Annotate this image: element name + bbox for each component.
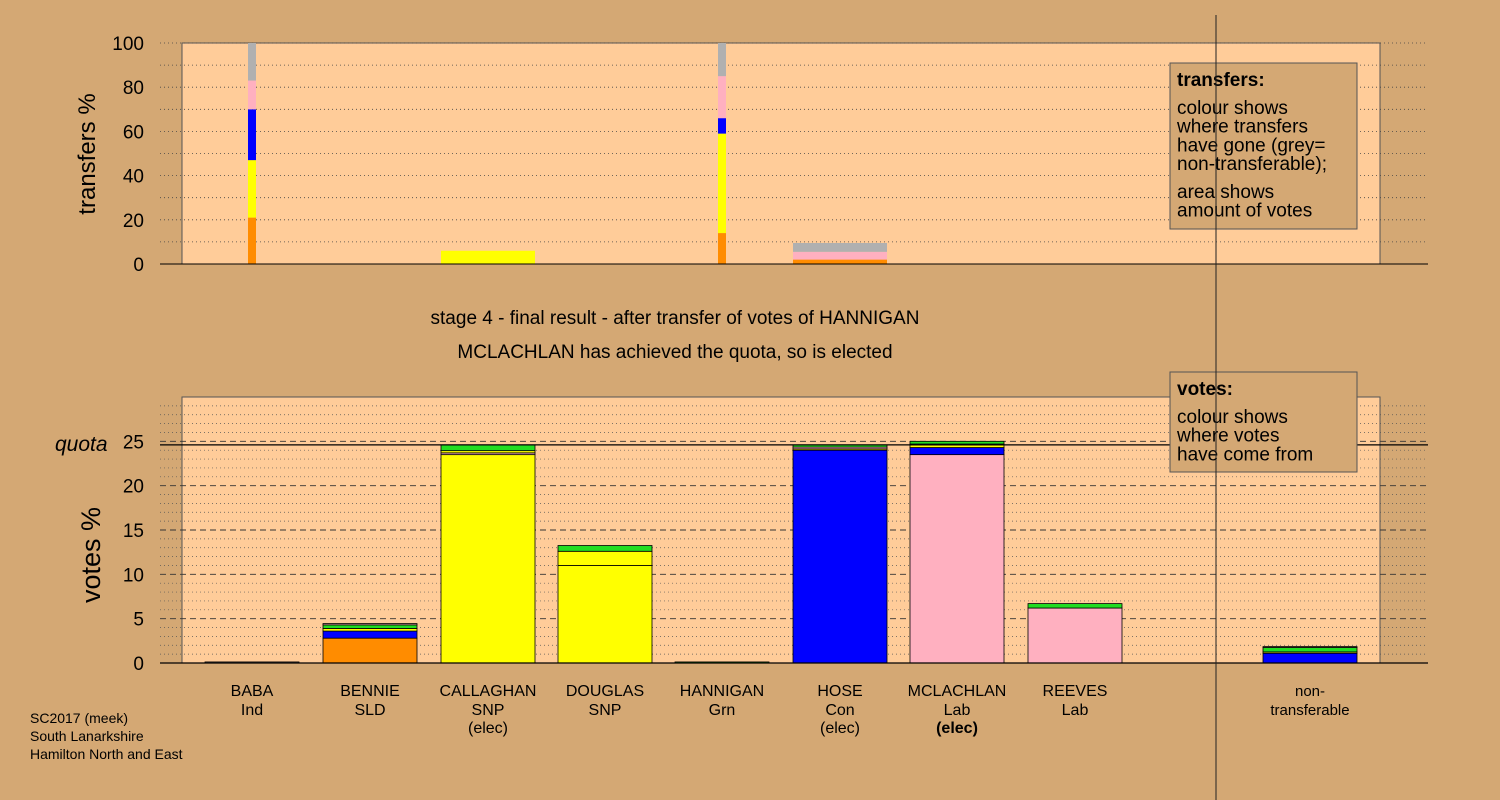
transfer-segment-baba-snp: [248, 160, 256, 218]
transfers-tick-label: 20: [123, 211, 144, 232]
transfer-segment-baba-sld: [248, 217, 256, 264]
candidate-name: MCLACHLAN: [908, 683, 1007, 700]
votes-tick-label: 15: [123, 521, 144, 542]
vote-segment-bennie-sld: [322, 637, 418, 664]
footer-line: South Lanarkshire: [30, 728, 144, 744]
candidate-name: BABA: [231, 683, 274, 700]
vote-segment-hose-con: [792, 449, 888, 664]
transfers-legend-line: non-transferable);: [1177, 154, 1327, 175]
candidate-party: Lab: [1062, 702, 1089, 719]
transfers-legend-line: have gone (grey=: [1177, 135, 1325, 156]
candidate-elected: (elec): [820, 720, 860, 737]
votes-tick-label: 20: [123, 477, 144, 498]
candidate-name: DOUGLAS: [566, 683, 644, 700]
footer-line: SC2017 (meek): [30, 710, 128, 726]
vote-segment-mclachlan-lab: [909, 454, 1005, 664]
vote-segment-reeves-lab: [1027, 607, 1123, 664]
candidate-party: Grn: [709, 702, 736, 719]
transfers-legend-box: [1169, 62, 1358, 230]
votes-tick-label: 0: [133, 654, 144, 675]
transfers-legend-line: where transfers: [1176, 117, 1308, 138]
vote-segment-douglas-snp: [557, 565, 653, 664]
candidate-party: Ind: [241, 702, 263, 719]
quota-label: quota: [55, 433, 108, 456]
transfers-tick-label: 60: [123, 122, 144, 143]
transfer-segment-baba-nontransferable: [248, 43, 256, 81]
vote-segment-bennie-lab: [322, 623, 418, 626]
transfer-segment-hannigan-con: [718, 118, 726, 134]
vote-segment-douglas-grn: [557, 545, 653, 552]
vote-segment-callaghan-snp: [440, 454, 536, 664]
transfer-segment-callaghan-snp: [441, 250, 535, 264]
votes-tick-label: 10: [123, 565, 144, 586]
votes-legend-line: where votes: [1176, 426, 1279, 447]
transfers-tick-label: 100: [112, 34, 144, 55]
stage-title: stage 4 - final result - after transfer …: [431, 308, 920, 329]
vote-segment-nontransferable-grn: [1262, 647, 1358, 653]
vote-segment-bennie-con: [322, 630, 418, 639]
candidate-party: Lab: [944, 702, 971, 719]
transfers-tick-label: 80: [123, 78, 144, 99]
votes-legend-box: [1169, 371, 1358, 473]
candidate-party: SNP: [589, 702, 622, 719]
transfers-axis-label: transfers %: [74, 93, 101, 214]
vote-segment-bennie-grn: [322, 624, 418, 629]
candidate-name: non-: [1295, 683, 1325, 700]
vote-segment-nontransferable-con: [1262, 652, 1358, 664]
transfer-segment-hose-nontransferable: [793, 243, 887, 252]
vote-segment-reeves-grn: [1027, 603, 1123, 609]
vote-segment-callaghan-grn: [440, 444, 536, 452]
transfer-segment-hose-sld: [793, 259, 887, 264]
votes-tick-label: 25: [123, 432, 144, 453]
transfer-segment-baba-con: [248, 109, 256, 161]
votes-legend-line: have come from: [1177, 444, 1313, 465]
candidate-name: HANNIGAN: [680, 683, 764, 700]
transfer-segment-hose-lab: [793, 251, 887, 260]
candidate-name: REEVES: [1043, 683, 1108, 700]
vote-segment-douglas-snp: [557, 550, 653, 566]
votes-tick-label: 5: [133, 610, 144, 631]
footer-line: Hamilton North and East: [30, 746, 183, 762]
votes-legend-title: votes:: [1177, 379, 1233, 400]
candidate-elected: (elec): [936, 720, 978, 737]
candidate-elected: (elec): [468, 720, 508, 737]
candidate-name: HOSE: [817, 683, 862, 700]
transfer-segment-hannigan-sld: [718, 233, 726, 264]
transfers-legend-line: amount of votes: [1177, 201, 1312, 222]
transfers-legend-line: colour shows: [1177, 98, 1288, 119]
candidate-party: Con: [825, 702, 854, 719]
transfers-tick-label: 40: [123, 167, 144, 188]
transfer-segment-hannigan-lab: [718, 76, 726, 119]
votes-axis-label: votes %: [76, 507, 106, 603]
transfers-tick-label: 0: [133, 255, 144, 276]
transfer-segment-hannigan-nontransferable: [718, 43, 726, 77]
transfers-legend-line: area shows: [1177, 182, 1274, 203]
stage-subtitle: MCLACHLAN has achieved the quota, so is …: [457, 342, 892, 363]
candidate-party: SNP: [472, 702, 505, 719]
vote-segment-nontransferable-lab: [1262, 646, 1358, 648]
transfer-segment-hannigan-snp: [718, 133, 726, 234]
candidate-name: BENNIE: [340, 683, 400, 700]
transfers-legend-title: transfers:: [1177, 70, 1265, 91]
transfer-segment-baba-lab: [248, 80, 256, 110]
vote-segment-mclachlan-con: [909, 447, 1005, 456]
candidate-party: SLD: [354, 702, 385, 719]
candidate-name: CALLAGHAN: [440, 683, 537, 700]
candidate-name: transferable: [1270, 702, 1349, 719]
votes-legend-line: colour shows: [1177, 407, 1288, 428]
vote-segment-mclachlan-grn: [909, 440, 1005, 445]
